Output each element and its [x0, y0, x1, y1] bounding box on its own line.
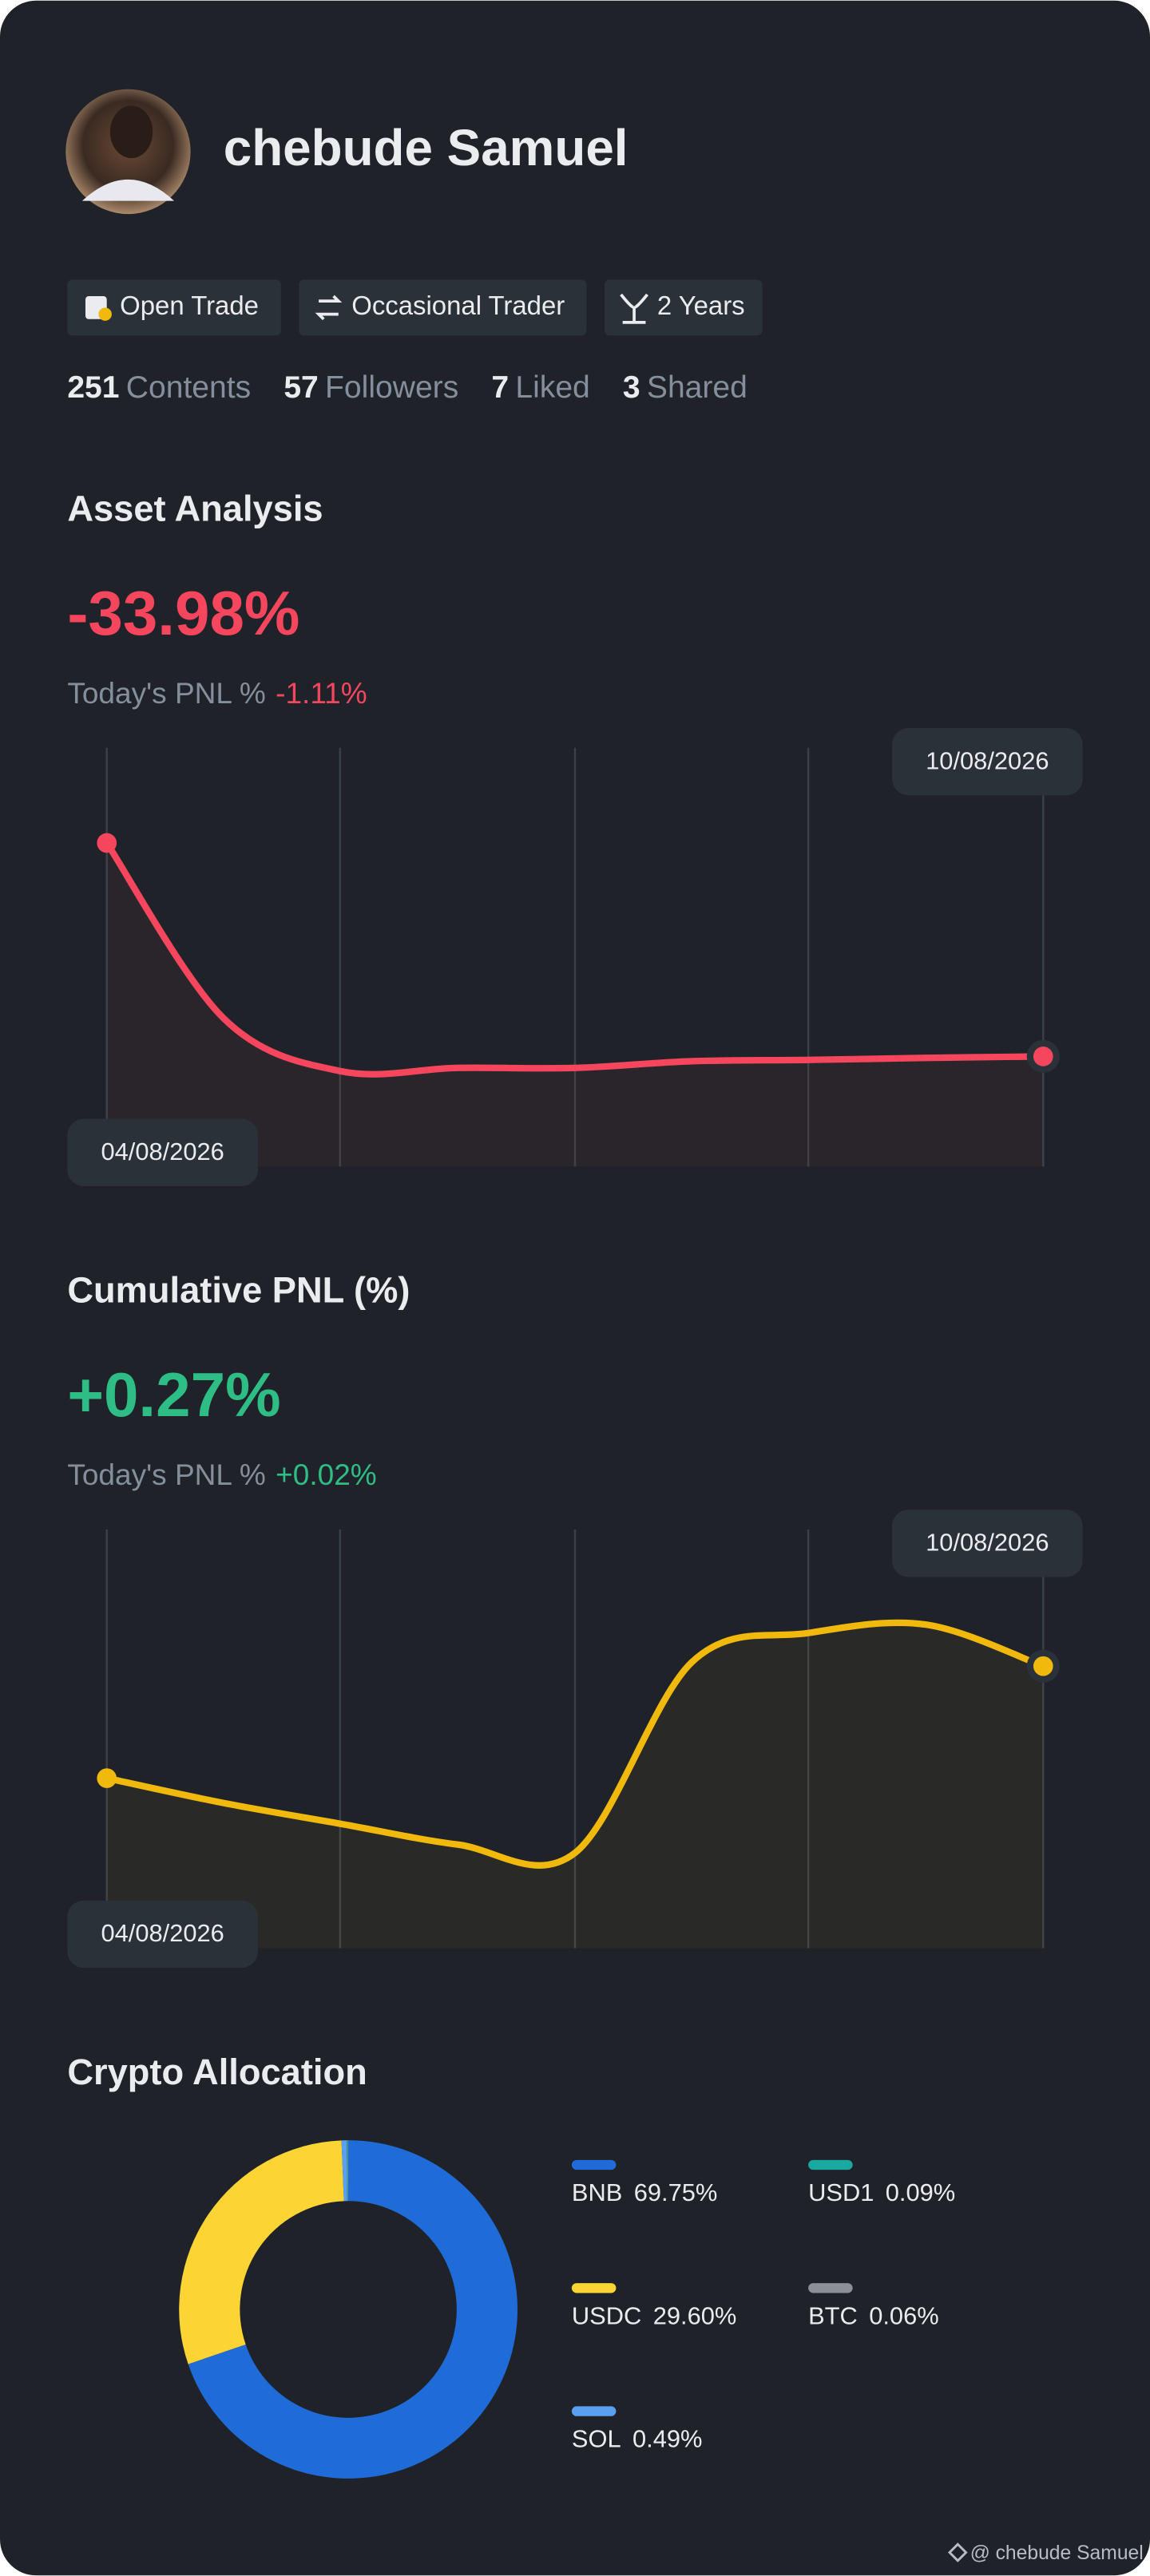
avatar-shirt [81, 179, 175, 201]
tag-pill [299, 279, 587, 336]
legend-name: BTC [808, 2301, 858, 2329]
date-badge [892, 1510, 1083, 1577]
watermark: @ chebude Samuel [970, 2542, 1144, 2564]
headline-value: -33.98% [67, 578, 299, 648]
stats: 251 Contents 57 Followers 7 Liked 3 Shared [67, 371, 748, 406]
point-marker [1033, 1656, 1053, 1676]
section-title: Crypto Allocation [67, 2052, 367, 2092]
today-pnl: Today's PNL % +0.02% [67, 1458, 376, 1491]
legend-value: 0.06% [869, 2301, 938, 2329]
legend-entry: BNB 69.75% [572, 2178, 717, 2206]
line-series [103, 1619, 1047, 1869]
tag-text: Occasional Trader [351, 291, 565, 320]
legend-value: 0.09% [886, 2178, 955, 2206]
legend-name: BNB [572, 2178, 622, 2206]
donut-slice [188, 2140, 518, 2479]
legend-entry: SOL 0.49% [572, 2425, 703, 2453]
tag-text: 2 Years [657, 291, 745, 320]
date-badge [67, 1118, 258, 1186]
today-pnl: Today's PNL % -1.11% [67, 676, 367, 710]
line-series [103, 839, 1047, 1078]
tags: Open Trade Occasional Trader 2 Years [67, 279, 763, 336]
donut-slice [179, 2140, 344, 2364]
today-label: Today's PNL % [67, 1458, 265, 1491]
stat-value: 3 [623, 371, 640, 406]
legend-value: 29.60% [653, 2301, 737, 2329]
point-marker [1033, 1047, 1053, 1066]
point-marker [97, 833, 117, 853]
legend-name: USDC [572, 2301, 641, 2329]
tag-icon-badge [98, 307, 112, 321]
start-date: 04/08/2026 [101, 1919, 224, 1947]
legend-name: USD1 [808, 2178, 874, 2206]
stat-value: 251 [67, 371, 119, 406]
legend-entry: USDC 29.60% [572, 2301, 736, 2329]
point-marker [97, 1768, 117, 1788]
stats-line: 251 Contents 57 Followers 7 Liked 3 Shared [67, 371, 748, 406]
tag-pill [67, 279, 281, 336]
area-fill [106, 1622, 1044, 1949]
tag-icon [620, 293, 648, 324]
section-title: Cumulative PNL (%) [67, 1270, 410, 1311]
headline-value: +0.27% [67, 1359, 280, 1430]
charts: Asset Analysis -33.98% Today's PNL % -1.11%… [67, 488, 1083, 2479]
legend-value: 0.49% [632, 2425, 702, 2453]
end-date: 10/08/2026 [926, 1529, 1049, 1557]
stat-label: Shared [647, 371, 748, 406]
date-badge [892, 728, 1083, 796]
stat-value: 7 [491, 371, 509, 406]
avatar[interactable] [65, 89, 191, 215]
user-name: chebude Samuel [224, 119, 629, 176]
date-badge [67, 1900, 258, 1969]
legend-swatch [571, 2406, 617, 2416]
legend-entry: USD1 0.09% [808, 2178, 955, 2206]
legend-swatch [571, 2159, 617, 2170]
today-value: -1.11% [276, 676, 367, 710]
stat-label: Followers [325, 371, 458, 406]
end-date: 10/08/2026 [926, 746, 1049, 774]
legend-swatch [808, 2159, 853, 2170]
tag-icon [315, 295, 343, 321]
legend-swatch [808, 2283, 853, 2293]
stat-label: Contents [126, 371, 251, 406]
legend-value: 69.75% [634, 2178, 718, 2206]
legend-entry: BTC 0.06% [808, 2301, 939, 2329]
avatar-face [109, 105, 153, 159]
section-title: Asset Analysis [67, 488, 323, 528]
tag-text: Open Trade [120, 291, 259, 320]
watermark-icon [947, 2542, 968, 2562]
stat-label: Liked [515, 371, 589, 406]
legend-swatch [571, 2283, 617, 2293]
today-value: +0.02% [276, 1458, 377, 1491]
start-date: 04/08/2026 [101, 1138, 224, 1165]
stat-value: 57 [284, 371, 318, 406]
donut-slice [341, 2140, 347, 2202]
today-label: Today's PNL % [67, 676, 265, 710]
legend-name: SOL [572, 2425, 621, 2453]
area-fill [106, 843, 1044, 1167]
donut-slice [347, 2140, 349, 2202]
